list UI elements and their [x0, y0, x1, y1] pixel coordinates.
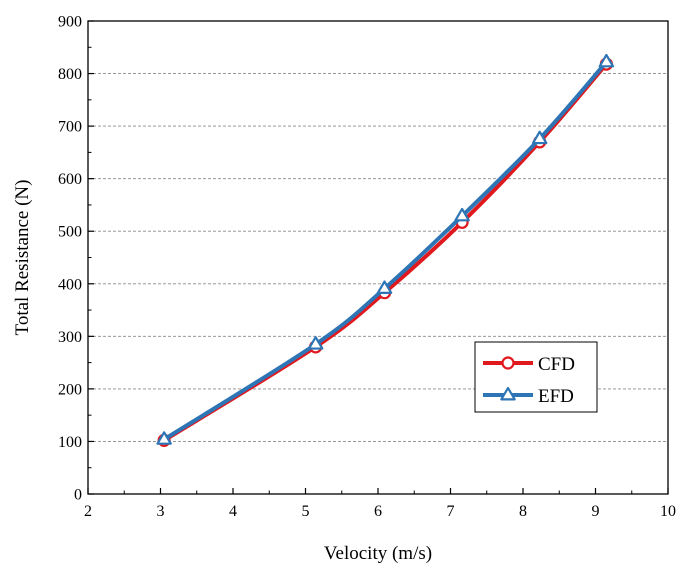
- x-tick-label: 2: [84, 503, 92, 520]
- legend: CFD EFD: [474, 341, 598, 413]
- legend-item-cfd: CFD: [483, 354, 575, 375]
- y-tick-label: 300: [58, 329, 82, 346]
- data-point-efd: [454, 207, 470, 222]
- y-tick-label: 600: [58, 171, 82, 188]
- x-tick-label: 10: [660, 503, 676, 520]
- x-tick-label: 4: [229, 503, 237, 520]
- legend-item-efd: EFD: [483, 386, 574, 407]
- x-tick-label: 5: [302, 503, 310, 520]
- legend-marker-cfd: [501, 356, 515, 370]
- data-point-efd: [598, 53, 615, 68]
- axis-ticks: [87, 20, 669, 495]
- x-tick-label: 6: [374, 503, 382, 520]
- series-line-efd: [162, 59, 609, 442]
- x-tick-label: 8: [519, 503, 527, 520]
- y-tick-label: 100: [58, 434, 82, 451]
- y-tick-label: 900: [58, 14, 82, 31]
- x-tick-label: 9: [592, 503, 600, 520]
- y-axis-title: Total Resistance (N): [12, 180, 33, 336]
- y-tick-label: 800: [58, 66, 82, 83]
- series-layer: [156, 53, 615, 447]
- y-tick-label: 0: [74, 487, 82, 504]
- data-point-efd: [531, 130, 548, 145]
- tick-labels: 0 100 200 300 400 500 600 700 800 900 2 3 4 5 6 7 8 9 10: [58, 14, 676, 521]
- x-axis-title: Velocity (m/s): [324, 543, 432, 564]
- x-tick-label: 7: [447, 503, 455, 520]
- data-point-efd: [156, 431, 172, 445]
- data-point-efd: [307, 336, 324, 350]
- legend-box: [474, 341, 598, 413]
- series-efd: [156, 53, 615, 445]
- y-tick-label: 500: [58, 224, 82, 241]
- y-tick-label: 700: [58, 119, 82, 136]
- data-point-efd: [376, 280, 393, 294]
- y-tick-label: 400: [58, 276, 82, 293]
- legend-marker-efd: [500, 386, 516, 401]
- x-tick-label: 3: [157, 503, 165, 520]
- legend-label-efd: EFD: [538, 386, 574, 407]
- grid-lines: [88, 73, 668, 442]
- legend-label-cfd: CFD: [538, 354, 575, 375]
- y-tick-label: 200: [58, 381, 82, 398]
